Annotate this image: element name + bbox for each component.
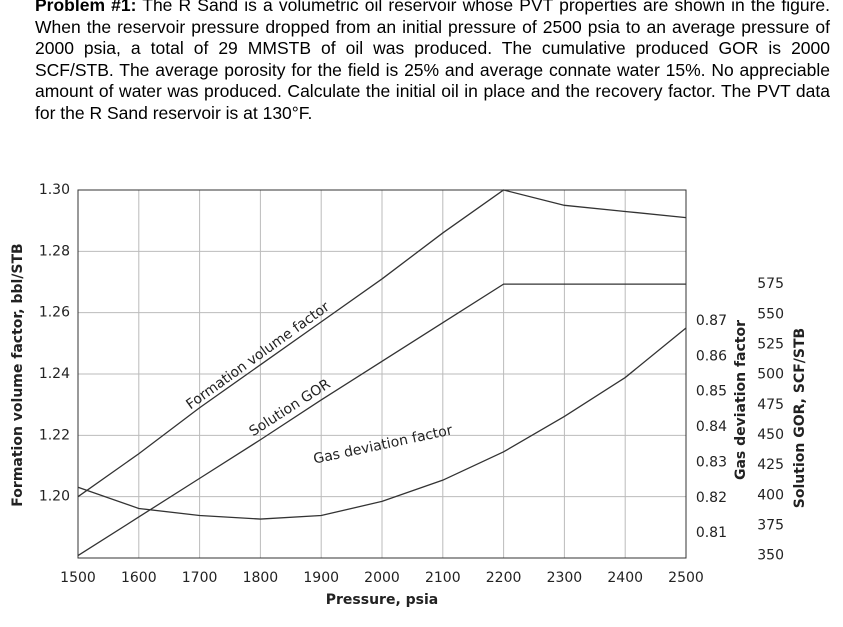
y3-tick-label: 525 [757, 336, 784, 352]
x-tick-label: 2300 [547, 570, 583, 586]
x-tick-label: 2200 [486, 570, 522, 586]
y3-tick-label: 350 [757, 548, 784, 564]
series-line [77, 327, 687, 520]
y2-tick-label: 0.83 [696, 454, 727, 470]
y-tick-label: 1.20 [39, 489, 70, 505]
y2-tick-label: 0.82 [696, 490, 727, 506]
series-label: Solution GOR [247, 376, 334, 440]
y3-tick-label: 500 [757, 367, 784, 383]
x-tick-label: 1600 [121, 570, 157, 586]
y-tick-label: 1.24 [39, 366, 70, 382]
x-tick-label: 1500 [60, 570, 96, 586]
x-tick-label: 2000 [364, 570, 400, 586]
series-line [77, 283, 686, 557]
y3-tick-label: 425 [757, 457, 784, 473]
y-axis-label: Formation volume factor, bbl/STB [10, 243, 26, 506]
y3-tick-label: 375 [757, 517, 784, 533]
problem: Problem #1: The R Sand is a volumetric o… [35, 0, 830, 124]
y2-tick-label: 0.84 [696, 419, 727, 435]
series-line [77, 189, 687, 498]
problem-label: Problem #1: [35, 0, 137, 15]
y-tick-label: 1.22 [39, 427, 70, 443]
y2-tick-label: 0.85 [696, 384, 727, 400]
x-tick-label: 1700 [182, 570, 218, 586]
x-tick-label: 1900 [303, 570, 339, 586]
y2-tick-label: 0.86 [696, 348, 727, 364]
x-tick-label: 1800 [243, 570, 279, 586]
y-tick-label: 1.28 [39, 243, 70, 259]
y2-tick-label: 0.81 [696, 525, 727, 541]
x-axis-label: Pressure, psia [326, 592, 439, 608]
x-tick-label: 2400 [607, 570, 643, 586]
plot-frame [77, 189, 687, 559]
y3-tick-label: 475 [757, 397, 784, 413]
series-label: Gas deviation factor [312, 422, 454, 467]
y3-tick-label: 400 [757, 487, 784, 503]
problem-text: The R Sand is a volumetric oil reservoir… [35, 0, 830, 123]
y-tick-label: 1.26 [39, 305, 70, 321]
y3-tick-label: 575 [757, 276, 784, 292]
y2-tick-label: 0.87 [696, 313, 727, 329]
y3-tick-label: 450 [757, 427, 784, 443]
y3-axis-label: Solution GOR, SCF/STB [792, 328, 808, 508]
y3-tick-label: 550 [757, 306, 784, 322]
y2-axis-label: Gas deviation factor [733, 320, 749, 480]
x-tick-label: 2100 [425, 570, 461, 586]
y-tick-label: 1.30 [39, 182, 70, 198]
x-tick-label: 2500 [668, 570, 704, 586]
